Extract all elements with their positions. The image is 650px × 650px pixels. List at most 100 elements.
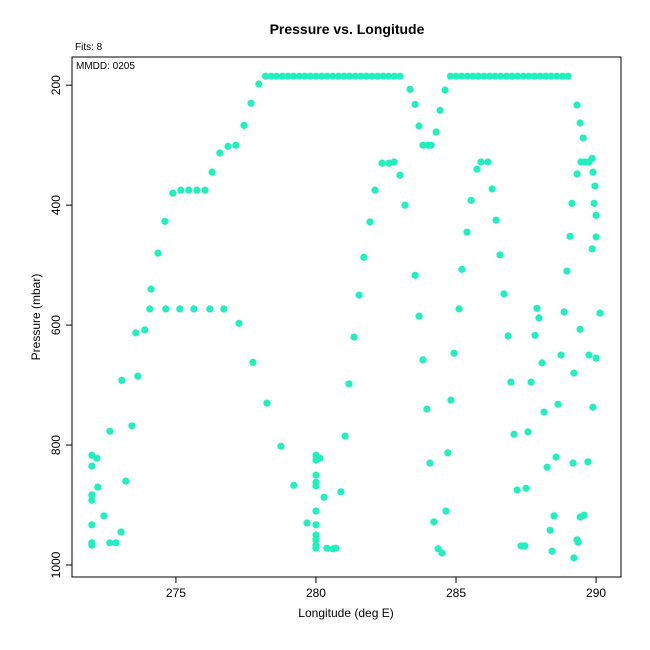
- point: [519, 72, 527, 80]
- point: [312, 72, 320, 80]
- point: [589, 403, 597, 411]
- point: [88, 541, 96, 549]
- point: [255, 80, 263, 88]
- point: [543, 463, 551, 471]
- point: [94, 483, 102, 491]
- point: [201, 186, 209, 194]
- point: [273, 72, 281, 80]
- point: [504, 332, 512, 340]
- point: [463, 72, 471, 80]
- y-tick-label: 200: [49, 75, 63, 95]
- point: [267, 72, 275, 80]
- point: [540, 408, 548, 416]
- point: [351, 72, 359, 80]
- point: [530, 72, 539, 80]
- point: [502, 72, 511, 80]
- x-tick-label: 290: [586, 586, 606, 600]
- point: [177, 186, 185, 194]
- point: [419, 356, 427, 364]
- point: [216, 149, 224, 157]
- point: [574, 538, 582, 546]
- y-axis-label: Pressure (mbar): [29, 274, 43, 361]
- point: [306, 72, 314, 80]
- point: [467, 196, 475, 204]
- y-tick-label: 400: [49, 195, 63, 215]
- point: [580, 511, 588, 519]
- point: [508, 72, 516, 80]
- point: [531, 331, 539, 339]
- point: [396, 72, 404, 80]
- point: [496, 251, 504, 259]
- point: [569, 459, 577, 467]
- point: [357, 72, 365, 80]
- point: [106, 539, 114, 547]
- point: [147, 285, 155, 293]
- point: [430, 518, 438, 526]
- point: [146, 305, 154, 313]
- point: [507, 378, 515, 386]
- annotation: MMDD: 0205: [76, 61, 135, 72]
- point: [484, 158, 492, 166]
- point: [469, 72, 477, 80]
- point: [592, 233, 600, 241]
- point: [589, 168, 597, 176]
- point: [570, 554, 578, 562]
- point: [588, 245, 596, 253]
- point: [533, 304, 541, 312]
- point: [500, 290, 508, 298]
- point: [176, 305, 184, 313]
- point: [427, 141, 435, 149]
- point: [261, 72, 270, 80]
- point: [396, 171, 404, 179]
- point: [360, 253, 368, 261]
- point: [419, 141, 427, 149]
- point: [401, 201, 409, 209]
- point: [546, 526, 554, 534]
- point: [573, 170, 581, 178]
- point: [542, 72, 550, 80]
- point: [112, 539, 120, 547]
- point: [141, 326, 149, 334]
- point: [263, 399, 271, 407]
- point: [550, 512, 558, 520]
- point: [585, 351, 593, 359]
- y-tick-label: 800: [49, 435, 63, 455]
- point: [596, 309, 604, 317]
- point: [442, 507, 450, 515]
- point: [584, 458, 592, 466]
- point: [93, 454, 101, 462]
- point: [548, 547, 556, 555]
- point: [134, 372, 142, 380]
- point: [154, 249, 162, 257]
- point: [185, 186, 193, 194]
- point: [447, 396, 455, 404]
- point: [458, 72, 466, 80]
- point: [579, 134, 587, 142]
- point: [535, 314, 543, 322]
- point: [513, 486, 521, 494]
- point: [538, 359, 546, 367]
- point: [220, 305, 228, 313]
- point: [303, 519, 311, 527]
- point: [497, 72, 505, 80]
- plot-frame: [71, 56, 622, 578]
- point: [558, 72, 567, 80]
- point: [566, 232, 574, 240]
- point: [88, 491, 96, 499]
- point: [312, 482, 320, 490]
- point: [332, 544, 340, 552]
- point: [423, 405, 431, 413]
- point: [320, 493, 328, 501]
- point: [278, 72, 286, 80]
- chart-title: Pressure vs. Longitude: [270, 21, 425, 37]
- point: [117, 528, 125, 536]
- point: [249, 358, 257, 366]
- point: [232, 141, 240, 149]
- point: [527, 378, 535, 386]
- point: [547, 72, 555, 80]
- point: [415, 312, 423, 320]
- point: [438, 549, 446, 557]
- point: [206, 305, 214, 313]
- point: [522, 484, 530, 492]
